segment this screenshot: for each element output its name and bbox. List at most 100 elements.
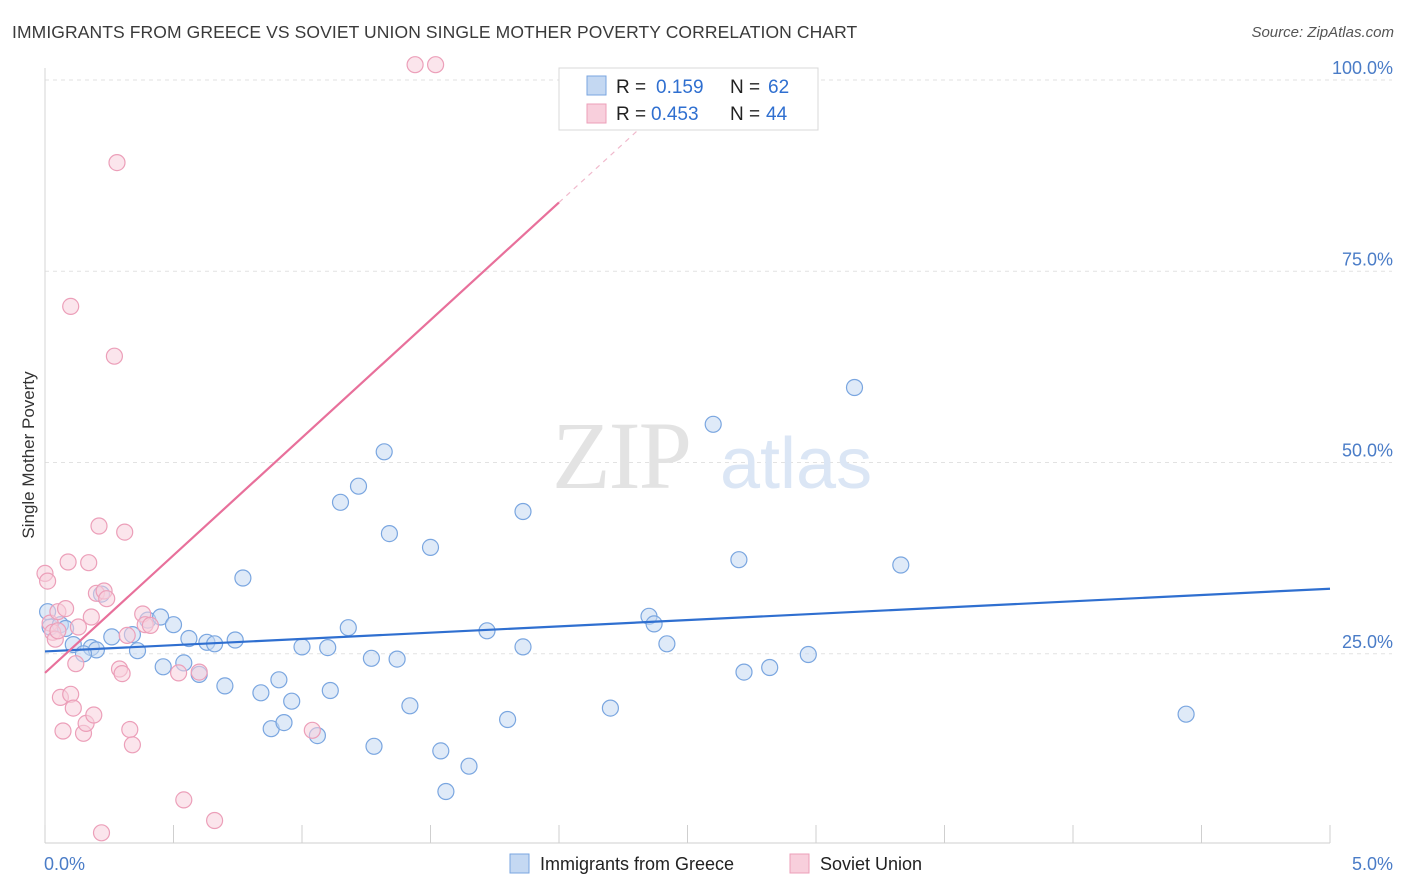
greece-point-40 xyxy=(421,538,440,557)
axes: 25.0% 50.0% 75.0% 100.0% 0.0% 5.0% xyxy=(44,58,1393,874)
legend-n-label-greece: N = xyxy=(730,77,760,98)
soviet-point-25 xyxy=(108,154,126,172)
soviet-point-8 xyxy=(56,599,75,618)
x-tick-label-max: 5.0% xyxy=(1352,854,1393,874)
greece-point-12 xyxy=(154,658,172,676)
greece-point-56 xyxy=(799,645,817,664)
y-tick-label-50: 50.0% xyxy=(1342,441,1393,461)
legend-n-label-soviet: N = xyxy=(730,104,760,125)
soviet-point-27 xyxy=(113,664,131,683)
greece-point-13 xyxy=(164,616,183,634)
series-legend: Immigrants from Greece Soviet Union xyxy=(509,853,922,874)
legend-r-label-soviet: R = xyxy=(616,104,646,125)
soviet-point-37 xyxy=(190,663,208,681)
greece-point-50 xyxy=(645,615,663,633)
greece-point-32 xyxy=(339,619,357,637)
greece-trend-line xyxy=(44,587,1331,653)
soviet-point-13 xyxy=(69,618,88,636)
soviet-point-40 xyxy=(303,721,321,739)
greece-point-51 xyxy=(658,635,676,653)
watermark-zip: ZIP xyxy=(552,402,690,509)
watermark: ZIP atlas xyxy=(552,402,872,509)
greece-point-19 xyxy=(216,677,234,695)
stats-legend: R = 0.159 N = 62 R = 0.453 N = 44 xyxy=(558,67,819,131)
greece-point-24 xyxy=(270,671,288,689)
legend-n-value-soviet: 44 xyxy=(766,104,788,125)
soviet-point-12 xyxy=(67,655,85,673)
soviet-point-24 xyxy=(105,347,124,365)
greece-point-20 xyxy=(226,631,244,649)
soviet-point-31 xyxy=(123,736,141,754)
greece-point-26 xyxy=(283,692,301,710)
soviet-point-7 xyxy=(54,722,72,740)
chart-source: Source: ZipAtlas.com xyxy=(1251,24,1394,41)
soviet-point-28 xyxy=(116,523,134,541)
soviet-point-17 xyxy=(82,608,100,626)
soviet-point-20 xyxy=(90,517,108,535)
greece-point-41 xyxy=(432,742,450,760)
greece-point-46 xyxy=(514,502,532,521)
greece-point-59 xyxy=(1177,705,1195,723)
greece-point-33 xyxy=(349,477,368,495)
soviet-point-35 xyxy=(170,664,188,682)
greece-point-47 xyxy=(514,638,532,656)
greece-point-48 xyxy=(601,699,620,717)
bottom-legend-label-greece: Immigrants from Greece xyxy=(540,854,734,874)
soviet-trend-extension xyxy=(558,107,663,203)
greece-point-58 xyxy=(892,556,910,574)
soviet-point-30 xyxy=(121,720,139,739)
greece-point-57 xyxy=(845,378,864,397)
bottom-legend-label-soviet: Soviet Union xyxy=(820,854,922,874)
greece-point-38 xyxy=(388,650,406,668)
greece-point-53 xyxy=(730,551,748,569)
soviet-point-23 xyxy=(98,590,116,608)
legend-r-label-greece: R = xyxy=(616,77,646,98)
soviet-point-9 xyxy=(59,553,77,571)
y-tick-label-75: 75.0% xyxy=(1342,249,1393,269)
legend-n-value-greece: 62 xyxy=(768,77,789,98)
soviet-point-34 xyxy=(141,616,159,635)
soviet-point-10 xyxy=(62,685,80,703)
soviet-point-18 xyxy=(85,706,103,724)
greece-point-35 xyxy=(365,737,383,755)
grid-lines xyxy=(45,79,1392,655)
greece-point-21 xyxy=(234,569,252,587)
greece-point-37 xyxy=(380,524,398,543)
soviet-point-39 xyxy=(62,297,80,315)
soviet-point-41 xyxy=(406,56,424,74)
greece-point-22 xyxy=(252,684,270,702)
bottom-legend-swatch-soviet xyxy=(789,853,810,874)
greece-point-27 xyxy=(293,638,311,656)
legend-r-value-greece: 0.159 xyxy=(656,77,704,98)
x-tick-label-min: 0.0% xyxy=(44,854,85,874)
soviet-point-42 xyxy=(427,56,445,74)
greece-point-42 xyxy=(437,782,455,801)
greece-point-39 xyxy=(401,697,419,715)
soviet-point-36 xyxy=(175,791,193,809)
legend-r-value-soviet: 0.453 xyxy=(651,104,699,125)
soviet-point-21 xyxy=(92,824,111,842)
watermark-atlas: atlas xyxy=(720,424,872,504)
soviet-point-11 xyxy=(64,699,82,717)
greece-point-15 xyxy=(180,629,198,648)
data-points xyxy=(36,56,1195,842)
greece-point-7 xyxy=(103,628,121,646)
soviet-trend-line xyxy=(44,201,560,674)
legend-swatch-greece xyxy=(586,75,607,96)
soviet-point-38 xyxy=(206,811,224,830)
greece-point-31 xyxy=(331,493,350,511)
greece-point-34 xyxy=(362,649,380,667)
greece-point-30 xyxy=(321,681,339,700)
soviet-point-43 xyxy=(49,622,67,640)
chart-title: IMMIGRANTS FROM GREECE VS SOVIET UNION S… xyxy=(12,22,858,42)
soviet-point-29 xyxy=(118,626,136,645)
y-tick-label-100: 100.0% xyxy=(1332,58,1393,78)
soviet-point-16 xyxy=(80,554,98,572)
soviet-point-1 xyxy=(38,572,57,590)
greece-point-9 xyxy=(128,642,147,660)
trend-lines xyxy=(44,107,1331,674)
greece-point-52 xyxy=(704,415,722,433)
greece-point-29 xyxy=(319,638,337,657)
greece-point-36 xyxy=(375,443,393,461)
